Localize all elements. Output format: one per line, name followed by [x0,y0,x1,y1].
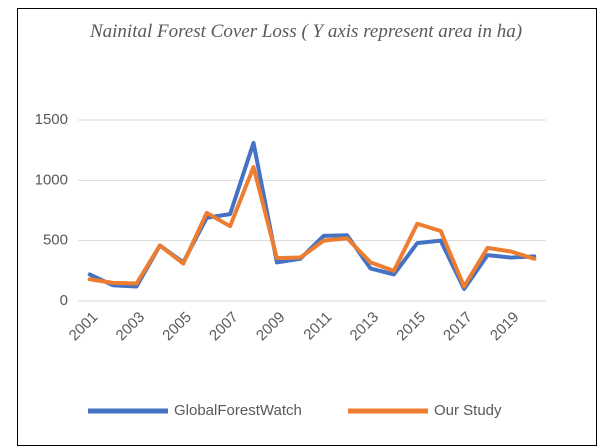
y-tick-label: 0 [60,292,68,309]
series-line [87,165,537,289]
title-box: Nainital Forest Cover Loss ( Y axis repr… [89,21,523,42]
x-tick-label: 2003 [113,309,149,345]
legend-label: GlobalForestWatch [174,402,302,419]
x-tick-label: 2005 [159,309,195,345]
x-tick-label: 2011 [300,309,335,344]
legend-label: Our Study [434,402,502,419]
x-tick-label: 2017 [440,309,476,345]
x-tick-label: 2009 [253,309,289,345]
y-tick-label: 1000 [35,171,68,188]
x-tick-label: 2013 [347,309,383,345]
y-tick-label: 1500 [35,111,68,128]
x-tick-label: 2015 [393,309,429,345]
x-tick-label: 2001 [66,309,102,345]
chart-title: Nainital Forest Cover Loss ( Y axis repr… [89,21,523,42]
y-tick-label: 500 [43,232,68,249]
x-tick-label: 2007 [206,309,242,345]
x-tick-label: 2019 [487,309,523,345]
series-line [87,140,537,291]
